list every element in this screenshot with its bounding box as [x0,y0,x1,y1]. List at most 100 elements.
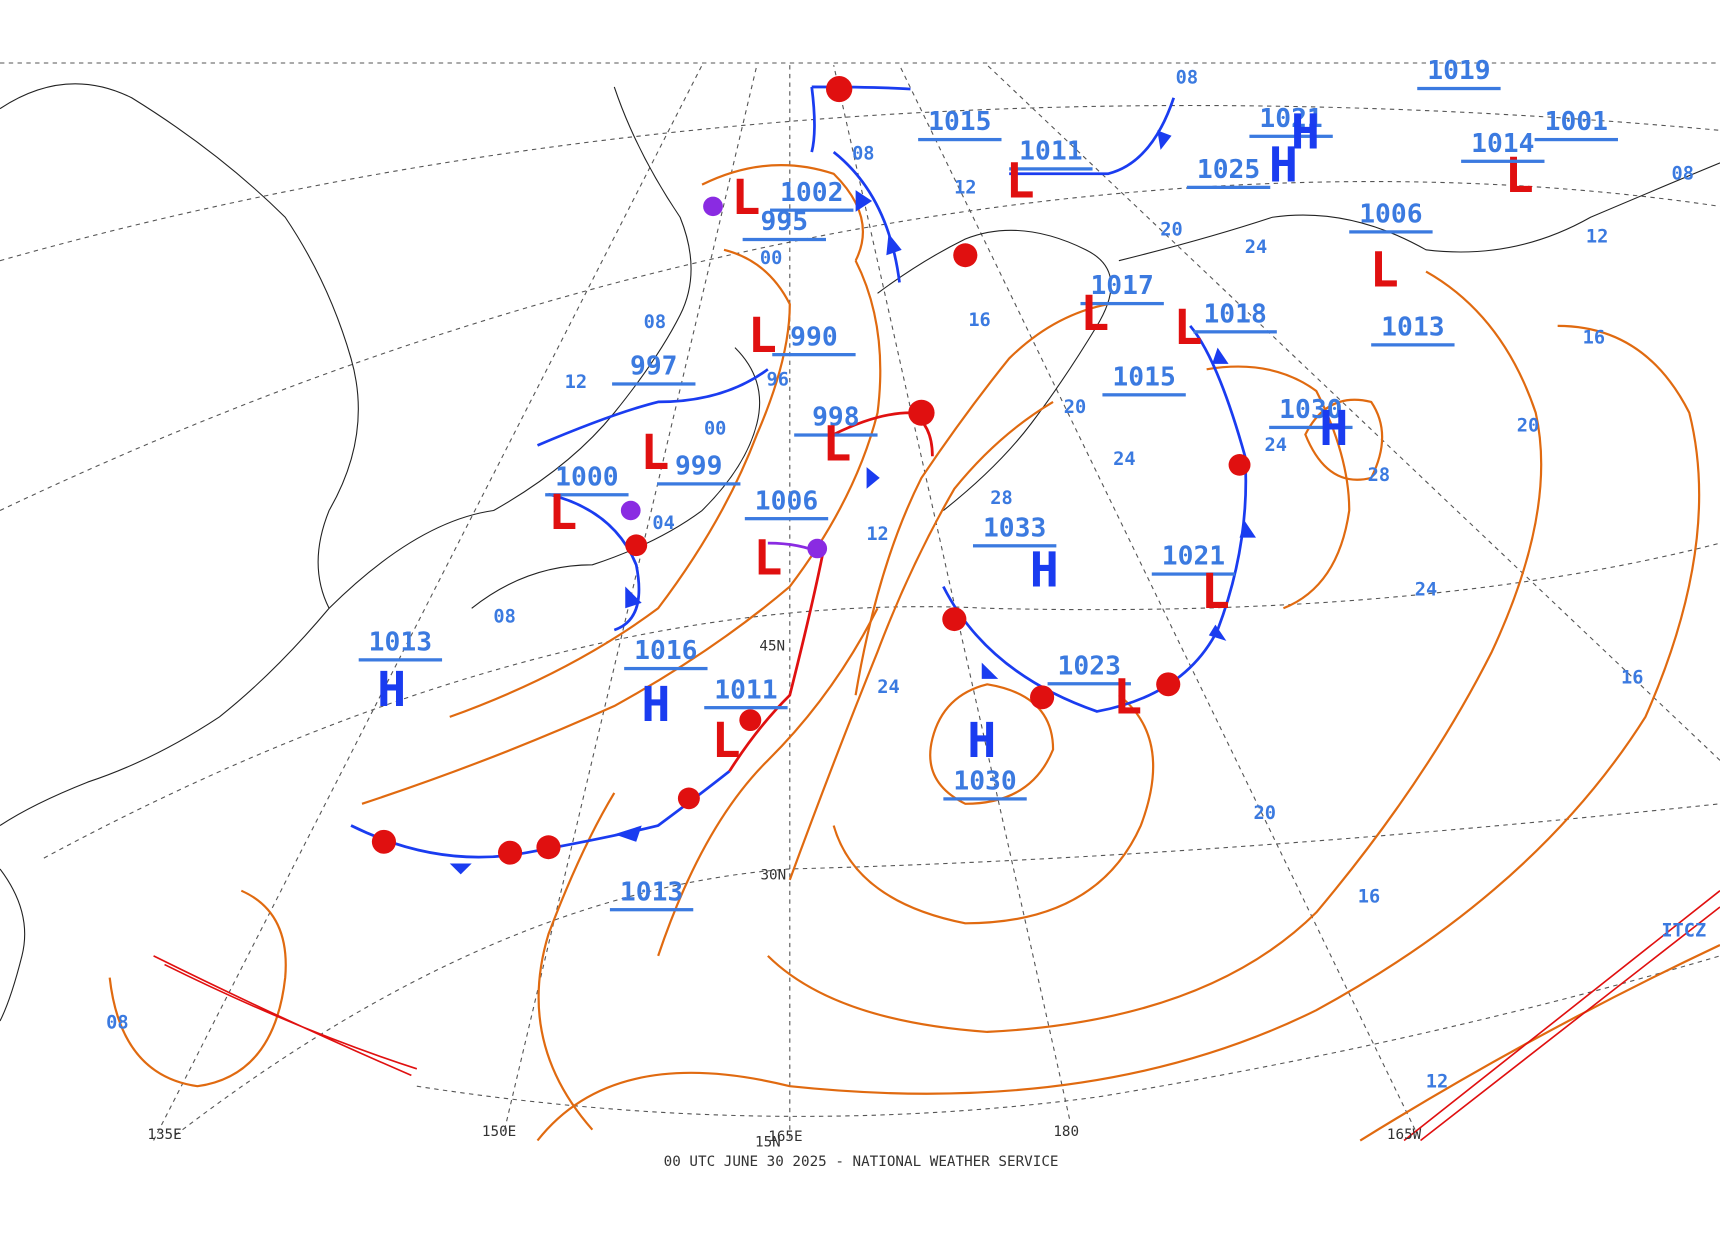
pressure-underline [657,482,741,486]
isobar-label: 28 [990,488,1012,509]
grid-label: 135E [147,1127,181,1143]
pressure-label: 995 [761,207,809,237]
low-symbol: L [748,308,777,364]
high-symbol: H [1269,138,1298,194]
grid-label: 150E [482,1124,516,1140]
pressure-underline [1417,86,1501,91]
pressure-label: 1006 [1359,200,1422,230]
pressure-label: 1030 [953,767,1016,797]
pressure-underline [1534,137,1618,142]
pressure-underline [770,208,854,212]
pressure-label: 1011 [714,675,777,705]
pressure-label: 1001 [1545,107,1608,137]
low-symbol: L [1201,564,1230,620]
pressure-underline [1080,301,1164,306]
isobar-label: 04 [652,513,674,534]
pressure-underline [358,658,443,662]
grid-label: 15N [755,1135,781,1151]
coastlines [0,83,1720,1022]
pressure-underline [972,544,1057,548]
pressure-label: 1015 [928,107,991,137]
isobar-label: 00 [760,248,782,269]
grid-label: 45N [759,638,785,654]
pressure-label: 1006 [755,486,818,516]
pressure-underline [772,353,856,357]
pressure-underline [1009,167,1093,171]
high-symbol: H [641,677,670,733]
itcz-label: ITCZ [1661,920,1706,941]
pressure-underline [1102,393,1186,397]
isobar-label: 08 [493,607,515,628]
pressure-underline [744,517,829,521]
pressure-label: 1017 [1090,271,1153,301]
pressure-underline [1193,330,1277,334]
high-symbol: H [967,713,996,769]
pressure-label: 1014 [1471,129,1534,159]
grid-label: 180 [1053,1124,1079,1140]
pressure-underline [1186,185,1271,189]
low-symbol: L [548,485,577,541]
low-symbol: L [1173,300,1202,356]
pressure-label: 1016 [634,636,697,666]
low-symbol: L [1080,286,1109,342]
low-symbol: L [753,531,782,587]
pressure-label: 1030 [1279,395,1342,425]
isobar-label: 24 [877,677,899,698]
pressure-underline [1349,230,1433,234]
high-symbol: H [377,662,406,718]
isobar-label: 16 [1621,667,1643,688]
pressure-underline [704,706,788,710]
isobar-label: 28 [1368,465,1390,486]
pressure-underline [612,382,696,386]
isobar-label: 08 [644,312,666,333]
pressure-label: 1013 [620,877,683,907]
isobar-label: 16 [1358,887,1380,908]
low-symbol: L [1370,243,1399,299]
pressure-underline [609,908,694,912]
isobar-label: 20 [1254,803,1276,824]
isobar-label: 20 [1064,397,1086,418]
pressure-label: 1002 [780,178,843,208]
pressure-underline [624,666,708,671]
grid-label: 165E [768,1129,802,1145]
pressure-underline [918,137,1002,142]
pressure-underline [943,797,1027,801]
isobar-label: 00 [704,419,726,440]
isobar-label: 12 [866,524,888,545]
high-symbol: H [1291,105,1320,161]
pressure-underline [1269,425,1353,430]
low-symbol: L [1006,154,1035,210]
low-symbol: L [712,713,741,769]
pressure-label: 1015 [1112,363,1175,393]
isobar-label: 12 [565,372,587,393]
isobar-label: 12 [1426,1071,1448,1092]
isobar-label: 08 [852,144,874,165]
isobar-label: 24 [1415,579,1437,600]
pressure-label: 1021 [1162,542,1225,572]
pressure-label: 1019 [1427,56,1490,86]
pressure-label: 1033 [983,514,1046,544]
pressure-underline [1371,343,1455,347]
isobar-label: 20 [1160,220,1182,241]
pressure-underline [1047,682,1131,686]
isobar-label: 08 [1671,163,1693,184]
pressure-label: 1000 [555,463,618,493]
low-symbol: L [822,417,851,473]
grid-label: 30N [760,868,786,884]
pressure-label: 1021 [1259,104,1322,134]
isobars [108,164,1720,1142]
isobar-label: 16 [1583,327,1605,348]
pressure-label: 1025 [1197,155,1260,185]
isobar-label: 24 [1113,449,1135,470]
pressure-underline [794,433,878,437]
high-symbol: H [1030,543,1059,599]
isobar-label: 12 [1586,226,1608,247]
isobar-label: 96 [767,370,789,391]
pressure-label: 999 [675,452,723,482]
isobar-label: 12 [954,177,976,198]
pressure-label: 998 [812,403,860,433]
high-symbol: H [1319,401,1348,457]
